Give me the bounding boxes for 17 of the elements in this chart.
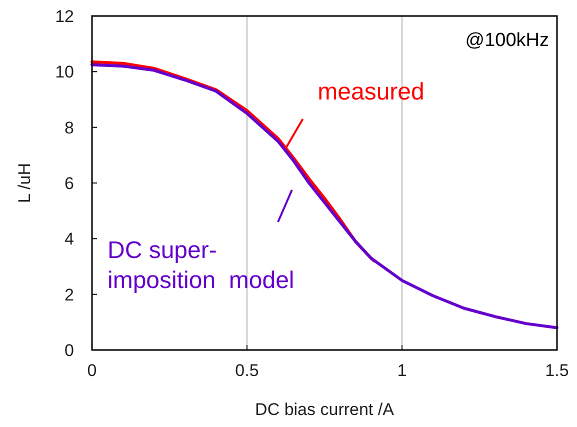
y-tick-label: 4	[64, 230, 74, 249]
y-tick-label: 6	[64, 174, 74, 193]
y-tick-label: 10	[55, 62, 74, 82]
text: measured	[318, 78, 424, 106]
x-tick-label: 0.5	[235, 361, 259, 380]
x-tick-label: 1.5	[545, 361, 569, 380]
legend-label: DC super- imposition model	[108, 237, 294, 294]
line-series	[90, 63, 558, 330]
y-axis-title: L /uH	[15, 162, 34, 204]
y-tick-label: 2	[64, 285, 74, 304]
x-axis-title: DC bias current /A	[255, 400, 395, 419]
y-tick-label: 12	[55, 7, 74, 26]
annotation: @100kHz	[465, 30, 549, 51]
y-tick-label: 8	[64, 118, 74, 138]
x-tick-label: 0	[87, 361, 97, 380]
x-tick-label: 1	[397, 361, 407, 380]
y-tick-label: 0	[64, 341, 74, 360]
